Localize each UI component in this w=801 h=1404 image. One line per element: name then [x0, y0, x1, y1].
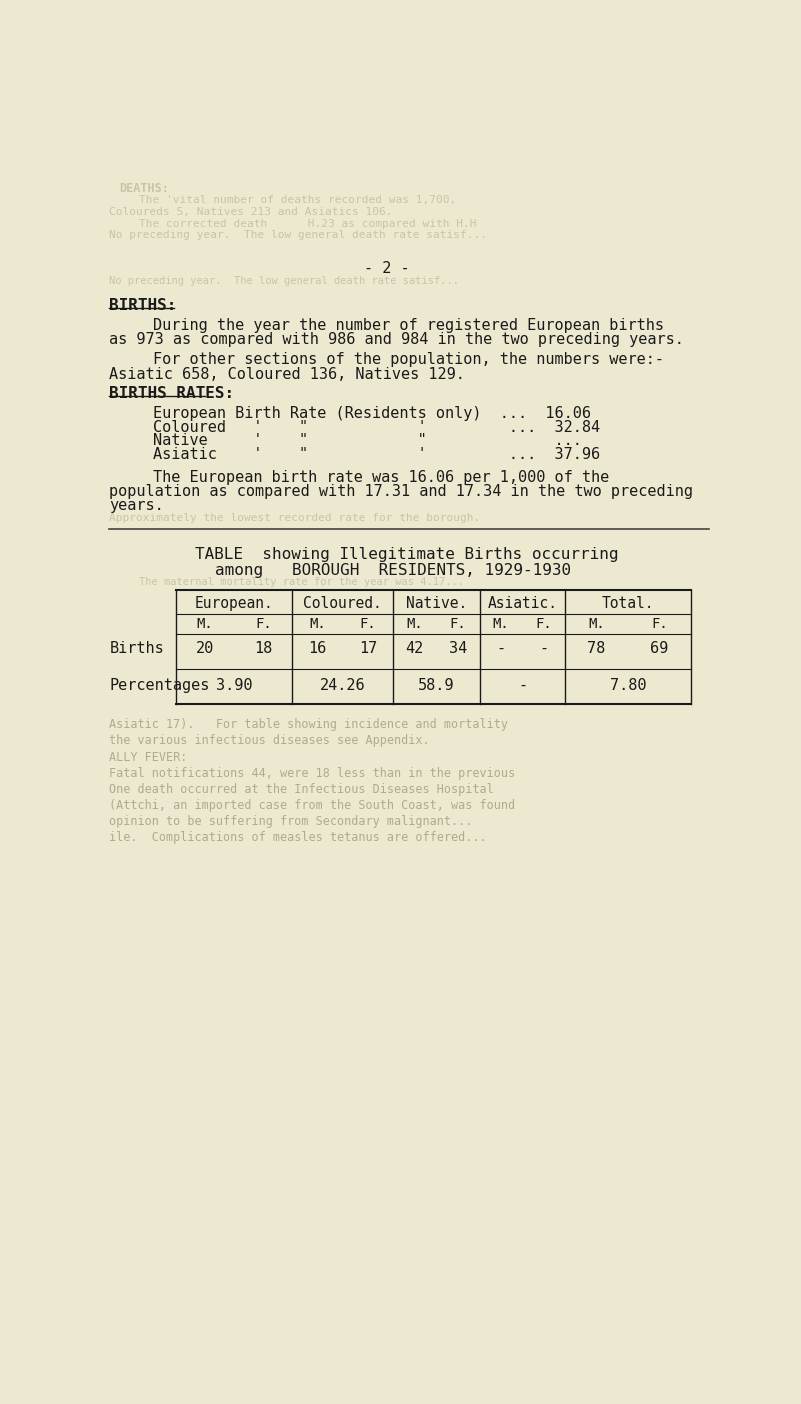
- Text: 17: 17: [359, 642, 377, 656]
- Text: DEATHS:: DEATHS:: [119, 183, 169, 195]
- Text: F.: F.: [450, 618, 466, 632]
- Text: Births: Births: [110, 642, 164, 656]
- Text: M.: M.: [197, 618, 214, 632]
- Text: No preceding year.  The low general death rate satisf...: No preceding year. The low general death…: [110, 230, 488, 240]
- Text: BIRTHS RATES:: BIRTHS RATES:: [110, 386, 235, 402]
- Text: (Attchi, an imported case from the South Coast, was found: (Attchi, an imported case from the South…: [110, 799, 516, 812]
- Text: One death occurred at the Infectious Diseases Hospital: One death occurred at the Infectious Dis…: [110, 783, 494, 796]
- Text: Approximately the lowest recorded rate for the borough.: Approximately the lowest recorded rate f…: [110, 514, 481, 524]
- Text: Native     '    "            "              ...: Native ' " " ...: [153, 434, 582, 448]
- Text: BIRTHS:: BIRTHS:: [110, 298, 177, 313]
- Text: Coloureds 5, Natives 213 and Asiatics 106.: Coloureds 5, Natives 213 and Asiatics 10…: [110, 206, 393, 218]
- Text: The maternal mortality rate for the year was 4.17...: The maternal mortality rate for the year…: [139, 577, 464, 587]
- Text: M.: M.: [309, 618, 326, 632]
- Text: the various infectious diseases see Appendix.: the various infectious diseases see Appe…: [110, 734, 430, 747]
- Text: Asiatic    '    "            '         ...  37.96: Asiatic ' " ' ... 37.96: [153, 448, 600, 462]
- Text: F.: F.: [651, 618, 668, 632]
- Text: among   BOROUGH  RESIDENTS, 1929-1930: among BOROUGH RESIDENTS, 1929-1930: [215, 563, 571, 577]
- Text: Coloured.: Coloured.: [304, 595, 382, 611]
- Text: 58.9: 58.9: [418, 678, 455, 694]
- Text: Asiatic 17).   For table showing incidence and mortality: Asiatic 17). For table showing incidence…: [110, 719, 509, 731]
- Text: 42: 42: [405, 642, 424, 656]
- Text: Native.: Native.: [406, 595, 467, 611]
- Text: Percentages: Percentages: [110, 678, 210, 694]
- Text: During the year the number of registered European births: During the year the number of registered…: [153, 317, 664, 333]
- Text: -: -: [539, 642, 549, 656]
- Text: M.: M.: [406, 618, 423, 632]
- Text: years.: years.: [110, 498, 164, 512]
- Text: -: -: [518, 678, 527, 694]
- Text: Asiatic 658, Coloured 136, Natives 129.: Asiatic 658, Coloured 136, Natives 129.: [110, 366, 465, 382]
- Text: 16: 16: [308, 642, 327, 656]
- Text: ALLY FEVER:: ALLY FEVER:: [110, 751, 187, 764]
- Text: F.: F.: [360, 618, 376, 632]
- Text: population as compared with 17.31 and 17.34 in the two preceding: population as compared with 17.31 and 17…: [110, 484, 694, 500]
- Text: - 2 -: - 2 -: [364, 261, 409, 275]
- Text: The 'vital number of deaths recorded was 1,700,: The 'vital number of deaths recorded was…: [139, 195, 456, 205]
- Text: The European birth rate was 16.06 per 1,000 of the: The European birth rate was 16.06 per 1,…: [153, 470, 609, 486]
- Text: as 973 as compared with 986 and 984 in the two preceding years.: as 973 as compared with 986 and 984 in t…: [110, 331, 684, 347]
- Text: 7.80: 7.80: [610, 678, 646, 694]
- Text: 34: 34: [449, 642, 467, 656]
- Text: 18: 18: [254, 642, 272, 656]
- Text: European.: European.: [195, 595, 274, 611]
- Text: 69: 69: [650, 642, 668, 656]
- Text: Fatal notifications 44, were 18 less than in the previous: Fatal notifications 44, were 18 less tha…: [110, 767, 516, 779]
- Text: The corrected death      H.23 as compared with H.H: The corrected death H.23 as compared wit…: [139, 219, 477, 229]
- Text: Asiatic.: Asiatic.: [488, 595, 557, 611]
- Text: -: -: [497, 642, 505, 656]
- Text: 24.26: 24.26: [320, 678, 365, 694]
- Text: M.: M.: [588, 618, 605, 632]
- Text: M.: M.: [493, 618, 509, 632]
- Text: European Birth Rate (Residents only)  ...  16.06: European Birth Rate (Residents only) ...…: [153, 406, 591, 421]
- Text: opinion to be suffering from Secondary malignant...: opinion to be suffering from Secondary m…: [110, 816, 473, 828]
- Text: Coloured   '    "            '         ...  32.84: Coloured ' " ' ... 32.84: [153, 420, 600, 434]
- Text: Total.: Total.: [602, 595, 654, 611]
- Text: F.: F.: [255, 618, 272, 632]
- Text: 3.90: 3.90: [216, 678, 252, 694]
- Text: TABLE  showing Illegitimate Births occurring: TABLE showing Illegitimate Births occurr…: [195, 548, 618, 563]
- Text: ile.  Complications of measles tetanus are offered...: ile. Complications of measles tetanus ar…: [110, 831, 487, 844]
- Text: 20: 20: [196, 642, 214, 656]
- Text: F.: F.: [535, 618, 552, 632]
- Text: 78: 78: [587, 642, 606, 656]
- Text: For other sections of the population, the numbers were:-: For other sections of the population, th…: [153, 352, 664, 366]
- Text: No preceding year.  The low general death rate satisf...: No preceding year. The low general death…: [110, 277, 460, 286]
